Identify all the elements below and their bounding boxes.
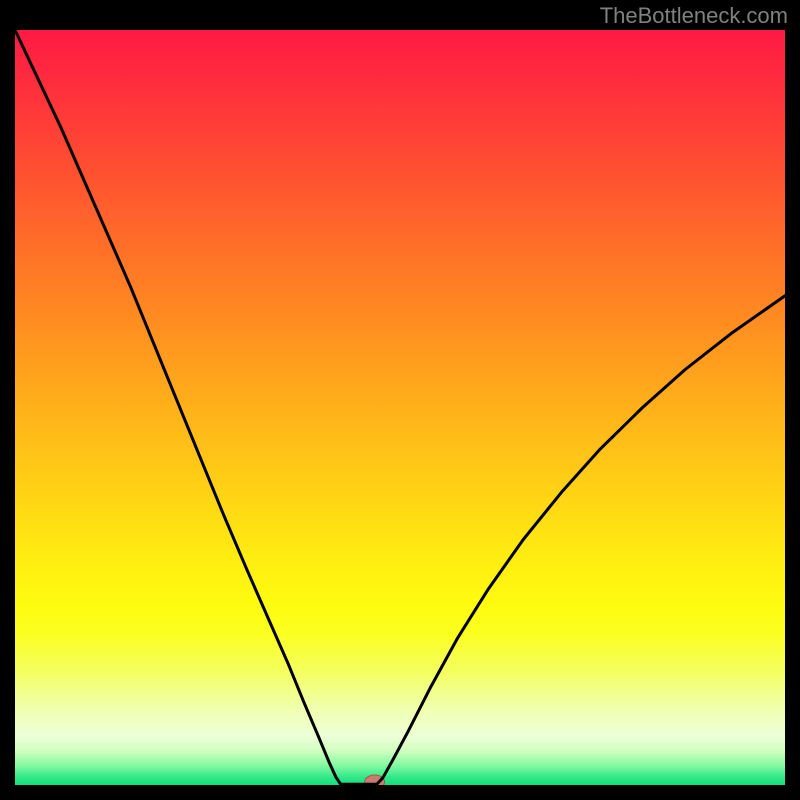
curve-layer (15, 30, 785, 785)
bottleneck-curve (15, 30, 785, 784)
plot-area (15, 30, 785, 785)
watermark-label: TheBottleneck.com (600, 3, 788, 29)
chart-stage: TheBottleneck.com (0, 0, 800, 800)
